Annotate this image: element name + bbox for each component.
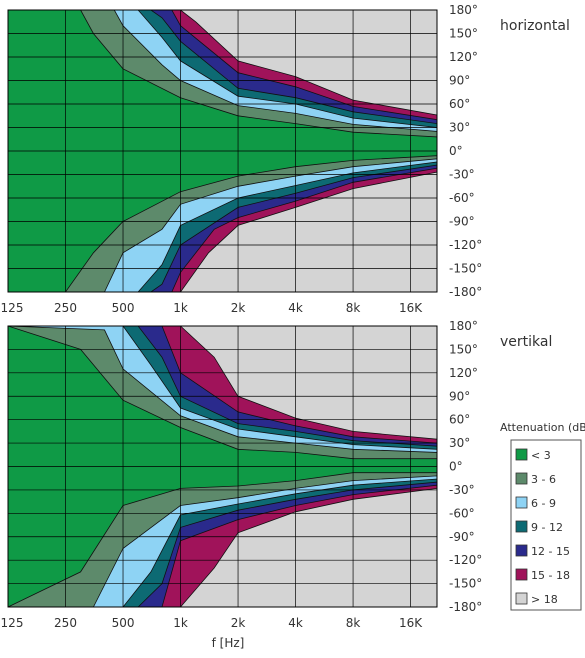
panel-title: vertikal — [500, 334, 552, 350]
y-tick-label: -90° — [449, 215, 475, 229]
legend-swatch — [515, 472, 528, 485]
legend: Attenuation (dB) < 3 3 - 6 6 - 9 9 - 12 12 - … — [500, 421, 585, 611]
legend-label: 12 - 15 — [531, 545, 570, 558]
legend-label: 3 - 6 — [531, 473, 556, 486]
x-tick-label: 2k — [231, 301, 246, 315]
legend-title: Attenuation (dB) — [500, 421, 585, 434]
y-tick-label: -150° — [449, 262, 482, 276]
legend-swatch — [515, 544, 528, 557]
y-tick-label: -60° — [449, 191, 475, 205]
legend-swatch — [515, 568, 528, 581]
legend-swatch — [515, 520, 528, 533]
x-tick-label: 2k — [231, 616, 246, 630]
y-tick-label: -150° — [449, 577, 482, 591]
x-tick-label: 16K — [399, 301, 423, 315]
y-tick-label: 120° — [449, 50, 478, 64]
x-tick-label: 4k — [288, 616, 303, 630]
y-tick-label: 0° — [449, 460, 463, 474]
y-tick-label: 30° — [449, 436, 470, 450]
legend-swatch — [515, 496, 528, 509]
y-tick-label: 0° — [449, 144, 463, 158]
x-axis-label: f [Hz] — [212, 636, 245, 650]
x-tick-label: 4k — [288, 301, 303, 315]
y-tick-label: 90° — [449, 74, 470, 88]
x-tick-label: 1k — [173, 301, 188, 315]
legend-swatch — [515, 592, 528, 605]
y-tick-label: 120° — [449, 366, 478, 380]
vertical-panel: 180° 150° 120° 90° 60° 30° 0° -30° -60° -90° -120°… — [1, 319, 553, 630]
y-tick-label: -30° — [449, 483, 475, 497]
legend-label: 9 - 12 — [531, 521, 563, 534]
y-tick-label: 60° — [449, 97, 470, 111]
y-tick-label: -120° — [449, 238, 482, 252]
y-tick-label: -60° — [449, 506, 475, 520]
legend-label: 15 - 18 — [531, 569, 570, 582]
x-tick-label: 125 — [1, 301, 24, 315]
y-tick-label: 180° — [449, 319, 478, 333]
y-tick-label: 150° — [449, 342, 478, 356]
legend-label: 6 - 9 — [531, 497, 556, 510]
y-tick-label: 30° — [449, 121, 470, 135]
x-tick-label: 500 — [112, 301, 135, 315]
horizontal-panel: 180° 150° 120° 90° 60° 30° 0° -30° -60° -90° -120°… — [1, 3, 570, 315]
legend-swatch — [515, 448, 528, 461]
y-tick-label: -180° — [449, 285, 482, 299]
x-tick-label: 250 — [54, 616, 77, 630]
legend-label: > 18 — [531, 593, 558, 606]
y-tick-label: -90° — [449, 530, 475, 544]
y-tick-label: 150° — [449, 27, 478, 41]
x-tick-label: 125 — [1, 616, 24, 630]
y-tick-label: 60° — [449, 413, 470, 427]
x-tick-label: 500 — [112, 616, 135, 630]
plot-frame — [7, 325, 438, 608]
x-tick-label: 16K — [399, 616, 423, 630]
legend-label: < 3 — [531, 449, 551, 462]
y-tick-label: 90° — [449, 389, 470, 403]
x-tick-label: 250 — [54, 301, 77, 315]
y-tick-label: 180° — [449, 3, 478, 17]
y-tick-label: -120° — [449, 553, 482, 567]
x-tick-label: 1k — [173, 616, 188, 630]
y-tick-label: -180° — [449, 600, 482, 614]
x-tick-label: 8k — [346, 616, 361, 630]
plot-frame — [7, 9, 438, 293]
panel-title: horizontal — [500, 18, 570, 34]
x-tick-label: 8k — [346, 301, 361, 315]
y-tick-label: -30° — [449, 168, 475, 182]
